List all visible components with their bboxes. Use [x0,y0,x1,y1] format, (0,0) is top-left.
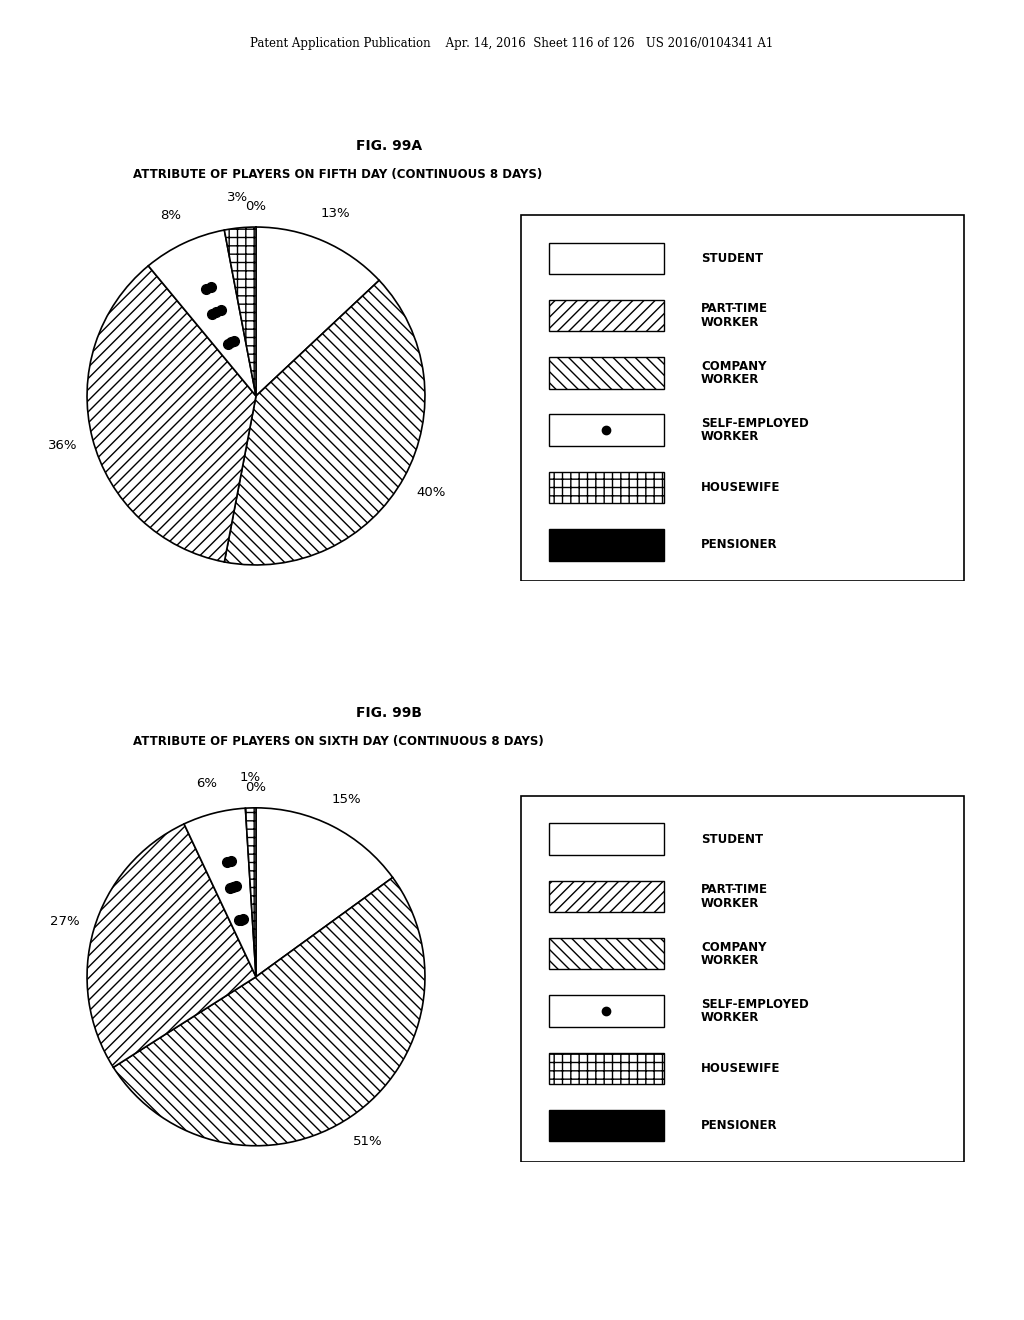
Wedge shape [87,265,256,562]
Text: 40%: 40% [416,486,445,499]
Wedge shape [256,227,379,396]
Text: WORKER: WORKER [700,954,760,966]
Text: PART-TIME: PART-TIME [700,883,768,896]
Text: FIG. 99B: FIG. 99B [356,706,422,721]
Bar [549,529,665,561]
Text: ATTRIBUTE OF PLAYERS ON SIXTH DAY (CONTINUOUS 8 DAYS): ATTRIBUTE OF PLAYERS ON SIXTH DAY (CONTI… [133,735,544,748]
Text: 0%: 0% [246,201,266,214]
Bar [549,243,665,275]
Text: WORKER: WORKER [700,896,760,909]
Text: WORKER: WORKER [700,430,760,444]
Bar [549,1110,665,1142]
Text: HOUSEWIFE: HOUSEWIFE [700,480,780,494]
Wedge shape [114,878,425,1146]
Bar [549,880,665,912]
Text: 0%: 0% [246,781,266,795]
Wedge shape [246,808,256,977]
Text: PENSIONER: PENSIONER [700,1119,777,1133]
Text: PART-TIME: PART-TIME [700,302,768,315]
Bar [549,358,665,388]
Bar [549,939,665,969]
Text: HOUSEWIFE: HOUSEWIFE [700,1061,780,1074]
Text: 51%: 51% [353,1135,383,1148]
Text: 27%: 27% [50,915,79,928]
Text: FIG. 99A: FIG. 99A [356,139,422,153]
Text: 15%: 15% [332,793,361,805]
Bar [549,1052,665,1084]
Wedge shape [256,808,392,977]
Text: ATTRIBUTE OF PLAYERS ON FIFTH DAY (CONTINUOUS 8 DAYS): ATTRIBUTE OF PLAYERS ON FIFTH DAY (CONTI… [133,168,543,181]
Text: WORKER: WORKER [700,1011,760,1024]
Text: STUDENT: STUDENT [700,252,763,265]
Text: PENSIONER: PENSIONER [700,539,777,552]
Text: 36%: 36% [48,440,78,451]
Text: 3%: 3% [226,191,248,205]
Bar [549,414,665,446]
Wedge shape [224,280,425,565]
Text: SELF-EMPLOYED: SELF-EMPLOYED [700,417,809,430]
Text: 6%: 6% [196,777,217,791]
Text: 1%: 1% [240,771,260,784]
Text: COMPANY: COMPANY [700,941,766,953]
Wedge shape [148,230,256,396]
Text: 13%: 13% [321,206,350,219]
Wedge shape [87,824,256,1068]
Text: SELF-EMPLOYED: SELF-EMPLOYED [700,998,809,1011]
Text: STUDENT: STUDENT [700,833,763,846]
Bar [549,471,665,503]
Text: WORKER: WORKER [700,315,760,329]
Text: 8%: 8% [161,209,181,222]
Bar [549,300,665,331]
Bar [549,824,665,855]
Text: COMPANY: COMPANY [700,360,766,372]
Text: Patent Application Publication    Apr. 14, 2016  Sheet 116 of 126   US 2016/0104: Patent Application Publication Apr. 14, … [251,37,773,50]
Bar [549,995,665,1027]
Wedge shape [224,227,256,396]
Wedge shape [184,808,256,977]
Text: WORKER: WORKER [700,374,760,385]
